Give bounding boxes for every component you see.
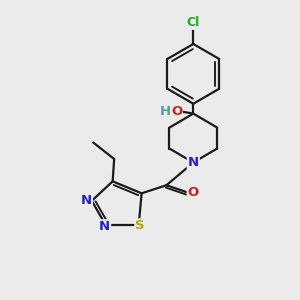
Text: N: N [99,220,110,233]
Text: O: O [171,105,182,118]
Text: Cl: Cl [187,16,200,29]
Text: S: S [135,219,145,232]
Text: N: N [81,194,92,207]
Text: O: O [188,186,199,199]
Text: H: H [160,105,171,118]
Text: N: N [188,156,199,169]
